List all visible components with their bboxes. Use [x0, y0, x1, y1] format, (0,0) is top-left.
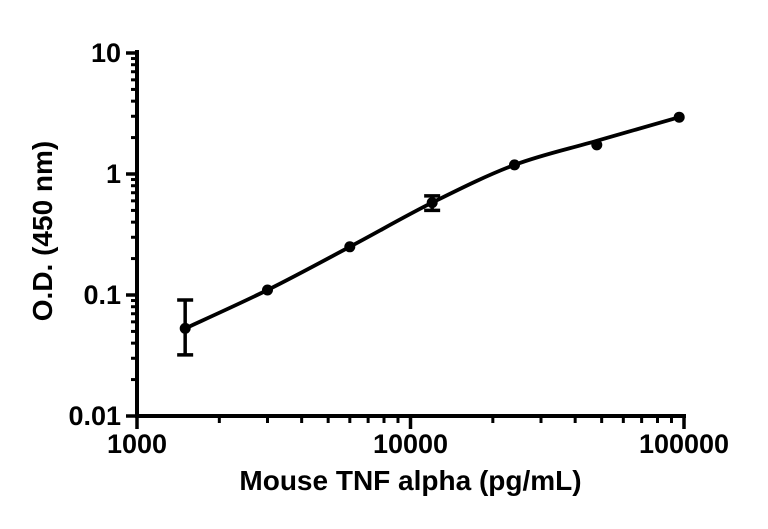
x-tick-label: 1000 [107, 429, 167, 459]
data-point-marker [509, 159, 520, 171]
data-point-marker [673, 111, 685, 123]
data-point-marker [591, 139, 603, 151]
y-tick-label: 0.1 [83, 280, 121, 310]
y-tick-label: 1 [106, 159, 121, 189]
data-point-marker [179, 322, 191, 334]
fit-curve [183, 115, 682, 331]
y-axis-title: O.D. (450 nm) [27, 140, 58, 322]
x-tick-label: 10000 [373, 429, 448, 459]
data-point-marker [344, 241, 356, 253]
y-tick-label: 10 [91, 38, 121, 68]
data-point-marker [262, 284, 273, 296]
x-axis-title: Mouse TNF alpha (pg/mL) [239, 465, 582, 496]
data-point-marker [426, 197, 438, 209]
y-tick-label: 0.01 [68, 401, 121, 431]
x-tick-label: 100000 [639, 429, 729, 459]
